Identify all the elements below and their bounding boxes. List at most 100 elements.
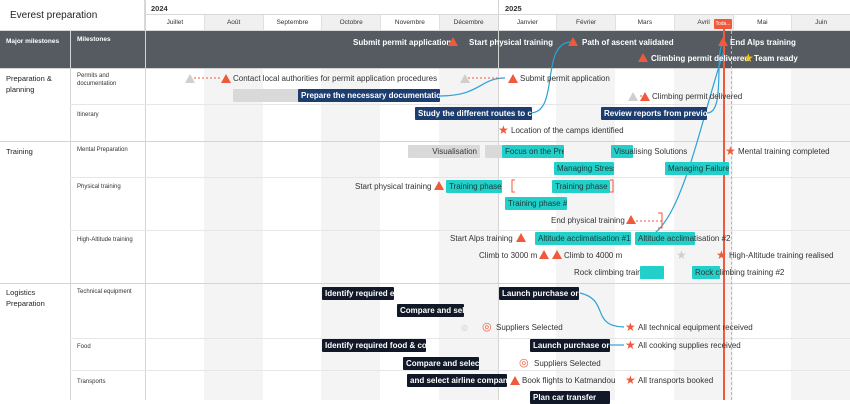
milestone-submit-permit[interactable]: Submit permit application bbox=[520, 74, 610, 83]
task-rock-1-bar[interactable] bbox=[640, 266, 664, 279]
category-divider bbox=[0, 68, 850, 69]
major-milestones-bar bbox=[0, 31, 850, 68]
today-tag[interactable]: Toda... bbox=[714, 19, 732, 29]
task-rock-2-bar[interactable] bbox=[692, 266, 720, 279]
task-focus-present[interactable]: Focus on the Present bbox=[502, 145, 564, 158]
milestone-book-flights[interactable]: Book flights to Katmandou bbox=[522, 376, 616, 385]
task-plan-car[interactable]: Plan car transfer bbox=[530, 391, 610, 404]
milestone-star-icon: ★ bbox=[498, 123, 509, 137]
task-launch-purchase-food[interactable]: Launch purchase orde bbox=[530, 339, 610, 352]
milestone-star-icon: ★ bbox=[625, 320, 636, 334]
row-divider bbox=[70, 338, 850, 339]
row-divider bbox=[70, 230, 850, 231]
task-study-routes[interactable]: Study the different routes to climb bbox=[415, 107, 532, 120]
milestone-triangle-icon bbox=[510, 376, 520, 385]
task-identify-equipment[interactable]: Identify required eq bbox=[322, 287, 394, 300]
major-submit-permit[interactable]: Submit permit application bbox=[353, 38, 452, 47]
month-header: Novembre bbox=[380, 15, 439, 31]
major-path-ascent[interactable]: Path of ascent validated bbox=[582, 38, 674, 47]
today-line bbox=[723, 20, 725, 400]
task-alt-2[interactable]: Altitude acclimatisation #2 bbox=[638, 234, 731, 243]
milestone-all-cooking[interactable]: All cooking supplies received bbox=[638, 341, 741, 350]
sub-transports: Transports bbox=[77, 379, 106, 385]
month-header: Février bbox=[556, 15, 615, 31]
milestone-start-physical[interactable]: Start physical training bbox=[355, 182, 432, 191]
month-header: Septembre bbox=[262, 15, 322, 31]
major-start-physical[interactable]: Start physical training bbox=[469, 38, 554, 47]
milestone-triangle-icon bbox=[516, 233, 526, 242]
sub-physical: Physical training bbox=[77, 184, 121, 190]
task-compare-select-food[interactable]: Compare and select s bbox=[403, 357, 479, 370]
milestone-star-icon: ★ bbox=[725, 144, 736, 158]
major-milestones-header: Major milestones bbox=[6, 38, 60, 45]
milestone-triangle-icon bbox=[508, 74, 518, 83]
task-launch-purchase[interactable]: Launch purchase orde bbox=[499, 287, 579, 300]
target-icon: ◎ bbox=[519, 357, 529, 369]
sub-food: Food bbox=[77, 344, 91, 350]
month-header: Juin bbox=[791, 15, 850, 31]
milestone-contact-authorities[interactable]: Contact local authorities for permit app… bbox=[233, 74, 438, 83]
task-training-phase-2[interactable]: Training phase #2 bbox=[505, 197, 567, 210]
task-visualising-bar[interactable] bbox=[611, 145, 633, 158]
major-climbing-permit[interactable]: Climbing permit delivered bbox=[651, 54, 750, 63]
category-divider bbox=[0, 141, 850, 142]
milestone-camps[interactable]: Location of the camps identified bbox=[511, 126, 624, 135]
milestone-climb-4000[interactable]: Climb to 4000 m bbox=[564, 251, 623, 260]
milestone-suppliers-food[interactable]: Suppliers Selected bbox=[534, 359, 601, 368]
milestone-triangle-icon bbox=[718, 37, 728, 46]
task-review-reports[interactable]: Review reports from previous bbox=[601, 107, 707, 120]
year-2024: 2024 bbox=[145, 0, 498, 15]
milestone-climbing-permit[interactable]: Climbing permit delivered bbox=[652, 92, 743, 101]
page-title: Everest preparation bbox=[0, 0, 145, 31]
milestone-star-icon: ★ bbox=[676, 248, 687, 262]
sub-high-altitude: High-Altitude training bbox=[77, 237, 133, 243]
task-select-airline[interactable]: and select airline companies bbox=[407, 374, 507, 387]
task-bar-ghost bbox=[485, 145, 503, 158]
sub-technical: Technical equipment bbox=[77, 289, 132, 295]
major-team-ready[interactable]: Team ready bbox=[754, 54, 798, 63]
task-rock-2[interactable]: Rock climbing training #2 bbox=[695, 268, 785, 277]
sub-permits: Permits and documentation bbox=[77, 73, 117, 87]
target-icon: ◎ bbox=[461, 323, 468, 332]
task-alt-1[interactable]: Altitude acclimatisation #1 bbox=[535, 232, 631, 245]
task-managing-failure[interactable]: Managing Failure bbox=[665, 162, 729, 175]
milestone-all-tech[interactable]: All technical equipment received bbox=[638, 323, 753, 332]
milestone-climb-3000[interactable]: Climb to 3000 m bbox=[479, 251, 538, 260]
task-visualisation[interactable]: Visualisation bbox=[408, 145, 480, 158]
major-end-alps[interactable]: End Alps training bbox=[730, 38, 796, 47]
milestone-triangle-icon bbox=[448, 37, 458, 46]
month-header: Décembre bbox=[438, 15, 498, 31]
task-alt-2-bar[interactable] bbox=[635, 232, 695, 245]
sub-itinerary: Itinerary bbox=[77, 112, 99, 118]
row-divider bbox=[70, 104, 850, 105]
task-prepare-docs[interactable]: Prepare the necessary documentation bbox=[298, 89, 440, 102]
milestone-end-physical[interactable]: End physical training bbox=[551, 216, 625, 225]
milestone-suppliers-selected[interactable]: Suppliers Selected bbox=[496, 323, 563, 332]
sub-mental: Mental Preparation bbox=[77, 147, 128, 153]
task-bar-ghost bbox=[233, 89, 300, 102]
task-visualising-solutions[interactable]: Visualising Solutions bbox=[614, 147, 688, 156]
milestone-start-alps[interactable]: Start Alps training bbox=[450, 234, 513, 243]
task-training-phase-3[interactable]: Training phase #3 bbox=[552, 180, 610, 193]
milestone-triangle-icon bbox=[460, 74, 470, 83]
task-training-phase-1[interactable]: Training phase #1 bbox=[446, 180, 502, 193]
task-compare-select[interactable]: Compare and selec bbox=[397, 304, 464, 317]
milestones-header: Milestones bbox=[77, 36, 111, 43]
month-header: Octobre bbox=[321, 15, 380, 31]
row-divider bbox=[70, 177, 850, 178]
category-logistics: Logistics Preparation bbox=[6, 288, 45, 308]
today-dashed-line bbox=[731, 31, 732, 400]
task-identify-food[interactable]: Identify required food & coo bbox=[322, 339, 426, 352]
milestone-mental-completed[interactable]: Mental training completed bbox=[738, 147, 830, 156]
milestone-ha-realised[interactable]: High-Altitude training realised bbox=[729, 251, 834, 260]
category-training: Training bbox=[6, 147, 33, 156]
milestone-triangle-icon bbox=[568, 37, 578, 46]
milestone-triangle-icon bbox=[434, 181, 444, 190]
month-header: Août bbox=[203, 15, 263, 31]
task-rock-1-label[interactable]: Rock climbing training #1 bbox=[574, 268, 664, 277]
milestone-all-transports[interactable]: All transports booked bbox=[638, 376, 714, 385]
team-star-icon: ★ bbox=[743, 51, 754, 65]
milestone-triangle-icon bbox=[221, 74, 231, 83]
milestone-triangle-icon bbox=[640, 92, 650, 101]
task-managing-stress[interactable]: Managing Stress bbox=[554, 162, 614, 175]
